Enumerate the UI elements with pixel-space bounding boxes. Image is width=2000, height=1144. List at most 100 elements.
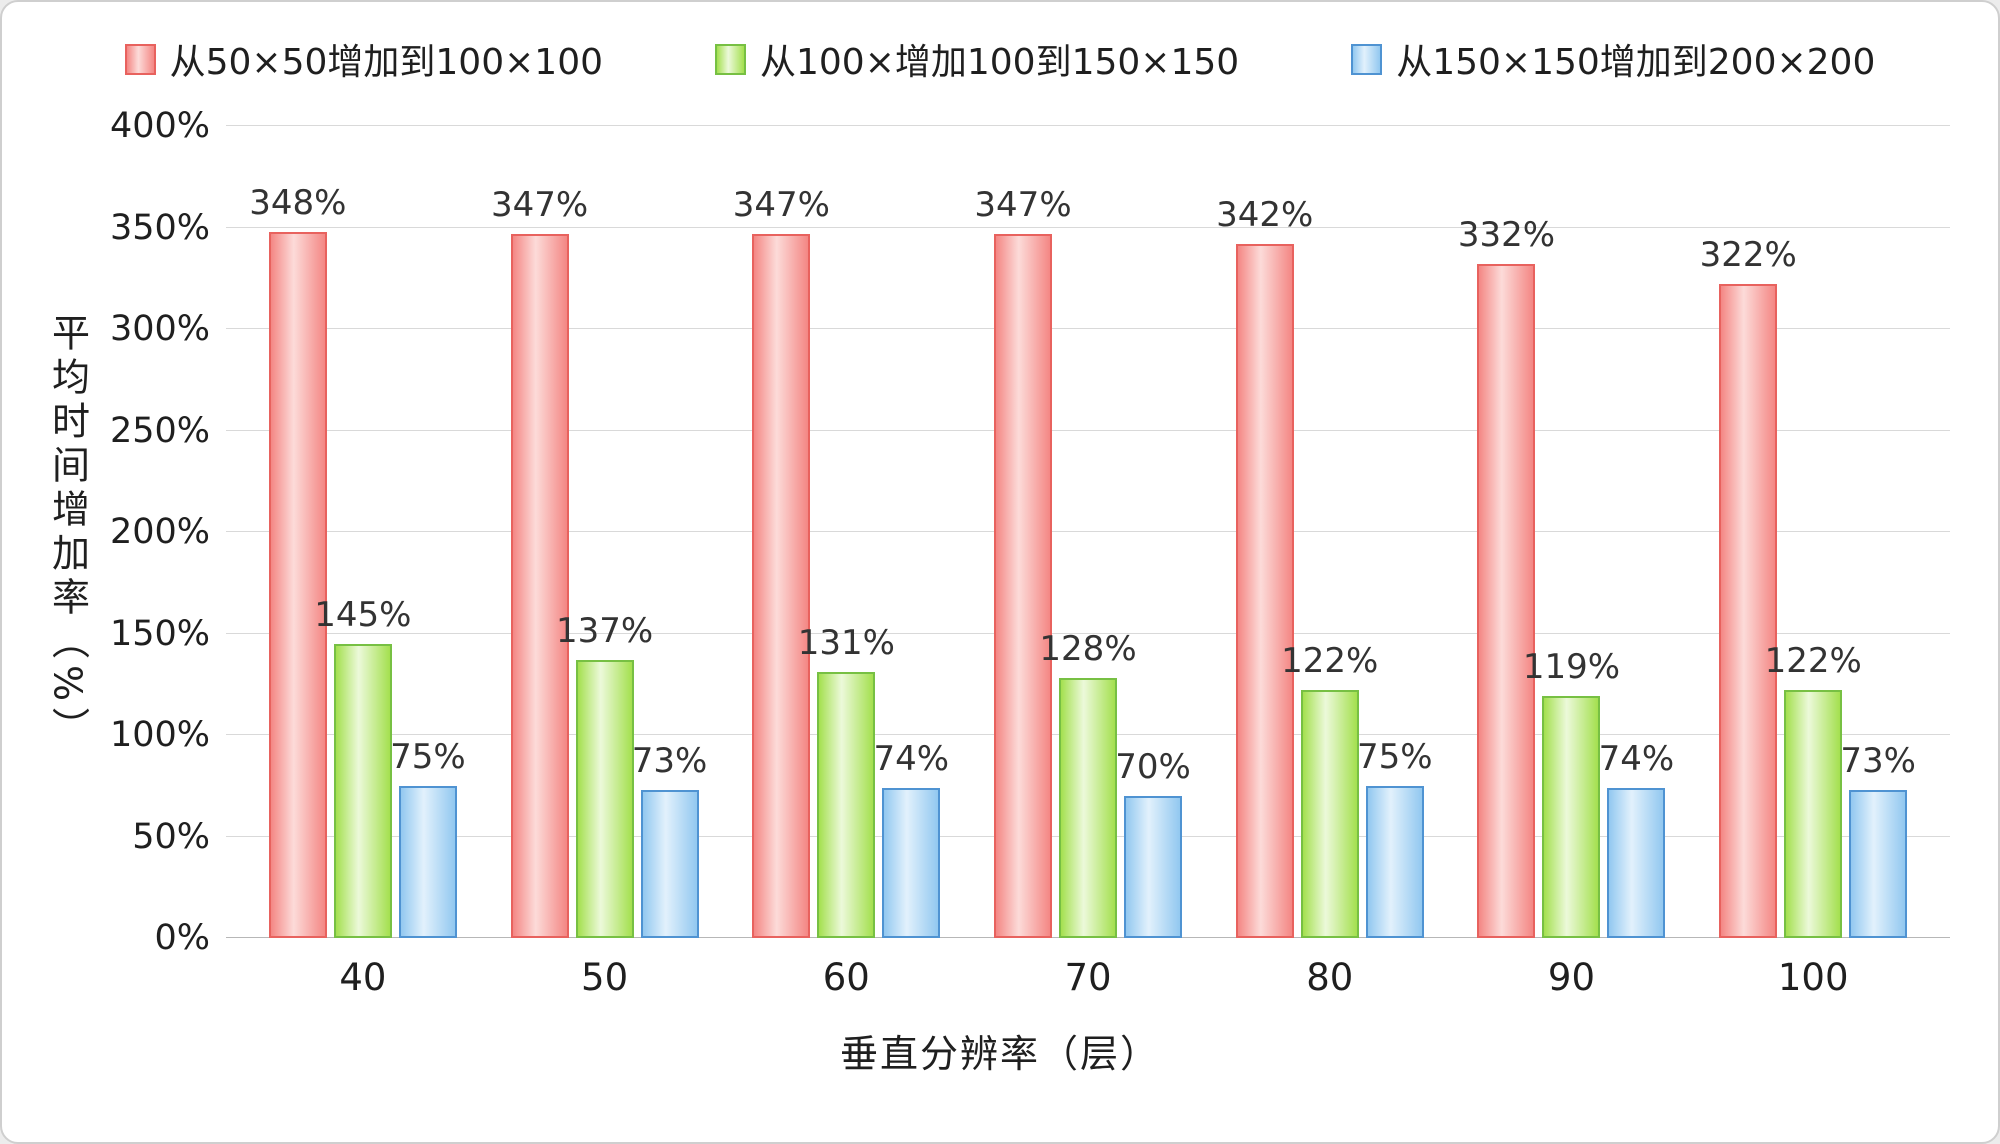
bar [1477, 264, 1536, 938]
bar [752, 233, 811, 938]
bar-group: 348% 145% 75% [242, 126, 484, 938]
y-tick-label: 300% [109, 309, 210, 349]
bar-group: 347% 131% 74% [725, 126, 967, 938]
bar-slot: 347% [733, 126, 830, 938]
bar [1784, 690, 1843, 938]
bar-group: 322% 122% 73% [1692, 126, 1934, 938]
data-label: 122% [1281, 641, 1379, 682]
legend-label: 从50×50增加到100×100 [169, 42, 603, 83]
legend-swatch-icon [1351, 43, 1383, 75]
bar [1124, 795, 1183, 938]
x-tick-label: 70 [1064, 956, 1112, 999]
bar [1849, 789, 1908, 938]
bar-slot: 131% [798, 126, 895, 938]
legend-swatch-icon [124, 43, 156, 75]
data-label: 70% [1115, 746, 1191, 787]
bar-group: 342% 122% 75% [1209, 126, 1451, 938]
bar-groups: 348% 145% 75% 347% 137% 73% 347% 131% 74% 347% 128… [226, 126, 1950, 938]
y-tick-label: 200% [109, 512, 210, 552]
bar [1059, 678, 1118, 938]
y-tick-label: 400% [109, 106, 210, 146]
bar [640, 789, 699, 938]
bar-slot: 74% [874, 126, 949, 938]
gridline [226, 531, 1950, 532]
x-axis-labels: 40 50 60 70 80 90 100 [226, 956, 1950, 999]
data-label: 75% [1356, 736, 1433, 777]
data-label: 145% [314, 594, 412, 635]
gridline [226, 226, 1950, 228]
legend-label: 从100×增加100到150×150 [760, 42, 1240, 83]
bar [398, 785, 457, 938]
data-label: 128% [1039, 629, 1137, 670]
bar [1607, 787, 1666, 938]
bar-slot: 322% [1700, 126, 1797, 938]
bar [1300, 690, 1359, 938]
gridline [226, 328, 1950, 329]
bar-slot: 347% [974, 126, 1072, 938]
bar-slot: 137% [556, 126, 653, 938]
bar [268, 231, 327, 938]
legend-item: 从50×50增加到100×100 [124, 33, 603, 85]
legend-swatch-icon [715, 43, 746, 75]
data-label: 122% [1764, 641, 1862, 682]
bar-group: 332% 119% 74% [1451, 126, 1693, 938]
bar [510, 233, 569, 938]
bar-slot: 75% [390, 126, 466, 938]
y-tick-label: 150% [109, 613, 210, 654]
data-label: 74% [873, 738, 950, 779]
data-label: 348% [249, 182, 347, 223]
x-axis-title: 垂直分辨率（层） [839, 1032, 1160, 1076]
data-label: 322% [1699, 235, 1797, 276]
y-axis-title: 平均时间增加率（%） [45, 312, 90, 752]
bar-slot: 73% [1840, 126, 1916, 938]
x-tick-label: 80 [1306, 956, 1354, 999]
gridline [226, 632, 1950, 634]
x-tick-label: 90 [1547, 956, 1595, 999]
data-label: 131% [797, 623, 895, 664]
bar [1235, 243, 1294, 938]
x-tick-label: 40 [339, 956, 387, 999]
bar-group: 347% 137% 73% [484, 126, 726, 938]
bar-slot: 332% [1458, 126, 1555, 938]
data-label: 73% [631, 740, 708, 781]
x-tick-label: 50 [581, 956, 629, 999]
bar-slot: 347% [491, 126, 588, 938]
data-label: 75% [390, 736, 466, 777]
data-label: 137% [555, 610, 654, 651]
bar-slot: 119% [1523, 126, 1620, 938]
bar [994, 233, 1053, 938]
data-label: 74% [1598, 738, 1675, 779]
bar-slot: 348% [249, 126, 346, 938]
legend-item: 从150×150增加到200×200 [1351, 33, 1875, 85]
y-axis-ticks: 0% 50% 100% 150% 200% 250% 300% 350% 400% [108, 106, 226, 958]
bar-group: 347% 128% 70% [967, 126, 1209, 938]
bar [333, 643, 392, 938]
y-tick-label: 50% [132, 816, 210, 857]
data-label: 347% [490, 184, 589, 225]
chart-body: 平均时间增加率（%） 0% 50% 100% 150% 200% 250% 300% 350%… [2, 106, 1998, 958]
y-tick-label: 100% [109, 715, 210, 755]
bar [1542, 696, 1601, 938]
y-tick-label: 0% [154, 918, 210, 958]
bar-slot: 75% [1357, 126, 1433, 938]
bar [1719, 284, 1778, 938]
plot-area: 348% 145% 75% 347% 137% 73% 347% 131% 74% 347% 128… [226, 125, 1950, 938]
y-tick-label: 250% [109, 410, 210, 451]
bar-slot: 122% [1765, 126, 1862, 938]
bar-slot: 73% [632, 126, 707, 938]
legend: 从50×50增加到100×100 从100×增加100到150×150 从150×1… [2, 33, 1998, 85]
data-label: 347% [974, 184, 1072, 225]
x-tick-label: 100 [1777, 956, 1849, 999]
y-tick-label: 350% [109, 207, 210, 248]
x-tick-label: 60 [822, 956, 870, 999]
bar [1365, 785, 1424, 938]
bar-slot: 70% [1115, 126, 1191, 938]
data-label: 342% [1216, 194, 1314, 235]
legend-label: 从150×150增加到200×200 [1396, 42, 1876, 83]
bar [882, 787, 941, 938]
bar-slot: 74% [1599, 126, 1674, 938]
legend-item: 从100×增加100到150×150 [715, 33, 1239, 85]
bar-slot: 122% [1281, 126, 1378, 938]
bar-slot: 145% [314, 126, 411, 938]
